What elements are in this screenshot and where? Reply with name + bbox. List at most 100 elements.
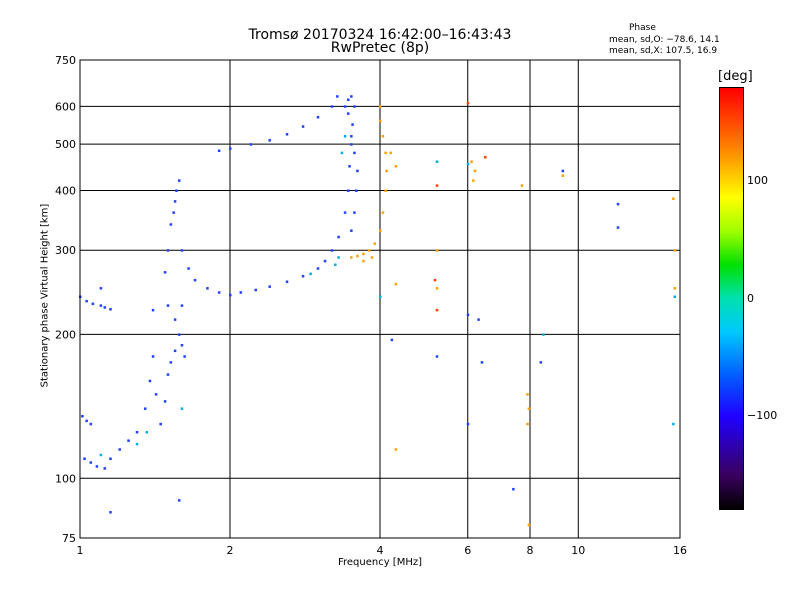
data-point — [91, 302, 95, 306]
data-point — [193, 278, 197, 282]
data-point — [337, 235, 340, 239]
data-point — [473, 169, 477, 173]
data-point — [177, 179, 181, 182]
data-point — [433, 278, 437, 282]
plot-frame — [79, 59, 681, 539]
data-point — [512, 487, 515, 491]
data-point — [350, 256, 353, 259]
data-point — [109, 308, 112, 311]
data-point — [301, 274, 305, 278]
data-point — [351, 123, 354, 126]
data-point — [381, 135, 385, 138]
phase-legend-x-line: mean, sd,X: 107.5, 16.9 — [609, 46, 718, 56]
data-point — [381, 211, 385, 214]
colorbar — [719, 87, 744, 510]
data-point — [370, 256, 374, 259]
data-point — [394, 282, 398, 286]
data-point — [466, 313, 470, 317]
y-tick-label: 200 — [55, 328, 76, 341]
data-point — [394, 165, 398, 168]
data-point — [480, 361, 484, 364]
data-point — [254, 288, 257, 292]
data-point — [350, 95, 353, 98]
data-point — [163, 271, 167, 274]
data-point — [180, 344, 184, 347]
chart-title: Tromsø 20170324 16:42:00–16:43:43 — [248, 27, 512, 43]
data-point — [353, 151, 356, 155]
data-point — [385, 169, 388, 173]
colorbar-tick-label: 0 — [747, 291, 754, 305]
data-point — [672, 422, 675, 426]
colorbar-tick-label: −100 — [747, 409, 778, 422]
data-point — [109, 511, 112, 514]
data-point — [249, 143, 253, 146]
data-point — [362, 252, 365, 256]
data-point — [672, 197, 675, 200]
data-point — [384, 151, 387, 155]
y-axis-ticks: 75 100 200 300 400 500 600 750 — [55, 54, 76, 545]
data-point — [316, 115, 320, 119]
y-axis-label: Stationary phase Virtual Height [km] — [39, 203, 51, 388]
x-tick-label: 16 — [673, 544, 687, 557]
data-point — [309, 272, 312, 276]
data-point — [466, 101, 470, 105]
data-point — [527, 523, 531, 527]
x-axis-label: Frequency [MHz] — [337, 557, 423, 568]
data-point — [180, 249, 184, 252]
data-point — [118, 448, 121, 451]
data-point — [159, 422, 162, 426]
data-point — [520, 184, 524, 187]
data-point — [350, 229, 353, 232]
y-tick-label: 400 — [55, 184, 76, 197]
data-point — [561, 169, 565, 173]
data-point — [229, 293, 232, 297]
data-point — [334, 263, 337, 267]
data-point — [350, 143, 353, 146]
data-point — [301, 125, 305, 128]
data-point — [109, 457, 112, 460]
data-point — [89, 422, 93, 426]
data-point — [145, 430, 149, 434]
data-point — [330, 249, 334, 252]
data-point — [169, 361, 173, 364]
data-point — [673, 249, 677, 252]
data-point — [135, 442, 139, 446]
data-point — [143, 407, 147, 410]
data-point — [348, 165, 351, 168]
data-point — [470, 160, 473, 163]
y-tick-label: 300 — [55, 244, 76, 257]
data-point — [539, 361, 543, 364]
data-point — [354, 189, 358, 192]
data-point — [316, 267, 320, 270]
colorbar-title: [deg] — [718, 69, 753, 84]
x-tick-label: 8 — [527, 544, 534, 557]
data-point — [175, 189, 178, 192]
data-point — [85, 299, 88, 303]
data-point — [472, 179, 475, 182]
data-point — [166, 373, 170, 376]
x-tick-label: 4 — [377, 544, 384, 557]
data-point — [89, 461, 93, 464]
data-point — [99, 287, 103, 290]
data-point — [163, 400, 167, 403]
data-point — [173, 349, 177, 353]
data-point — [127, 439, 130, 442]
data-point — [169, 223, 173, 226]
data-point — [336, 95, 339, 98]
phase-legend-o-line: mean, sd,O: −78.6, 14.1 — [609, 35, 720, 45]
y-tick-label: 75 — [62, 532, 76, 545]
data-point — [177, 333, 181, 336]
data-point — [379, 105, 382, 108]
x-tick-label: 10 — [571, 544, 585, 557]
data-point — [561, 174, 565, 177]
data-point — [99, 453, 103, 457]
data-point — [85, 419, 88, 423]
data-point — [343, 211, 347, 214]
data-point — [673, 295, 677, 299]
data-point — [340, 151, 344, 155]
data-point — [183, 355, 186, 358]
data-point — [337, 256, 340, 259]
data-point — [343, 105, 347, 108]
data-point — [346, 189, 350, 192]
